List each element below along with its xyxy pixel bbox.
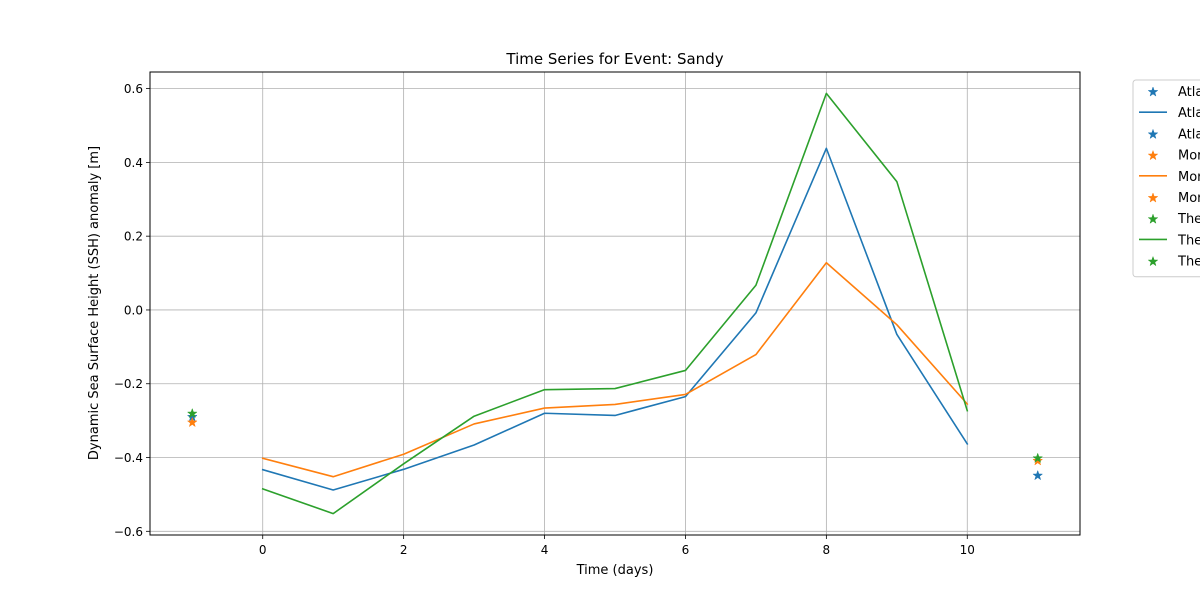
legend-star-swatch	[1147, 213, 1159, 224]
legend-star-swatch	[1147, 255, 1159, 267]
legend-box	[1132, 79, 1200, 278]
x-axis-label: Time (days)	[576, 563, 654, 578]
series-line-1	[261, 261, 969, 478]
y-axis-label: Dynamic Sea Surface Height (SSH) anomaly…	[87, 146, 102, 460]
legend-label: Mor	[1178, 191, 1200, 206]
legend-label: Atla	[1178, 127, 1200, 142]
x-tick-label: 6	[682, 543, 690, 557]
legend-star-swatch	[1147, 149, 1159, 161]
x-tick-label: 10	[960, 543, 975, 557]
x-tick-label: 2	[400, 543, 408, 557]
y-tick-label: 0.0	[124, 303, 143, 317]
series-start-star-marker-1	[186, 416, 198, 428]
series-end-star-marker-2	[1032, 452, 1044, 463]
chart-title: Time Series for Event: Sandy	[505, 50, 723, 68]
y-tick-label: −0.2	[114, 377, 143, 391]
y-tick-label: 0.2	[124, 230, 143, 244]
legend-label: The	[1177, 212, 1200, 227]
series-start-star-marker-2	[186, 407, 198, 419]
legend-label: The	[1177, 255, 1200, 270]
grid-lines	[150, 72, 1080, 535]
x-tick-label: 8	[823, 543, 831, 557]
y-tick-label: −0.4	[114, 451, 143, 465]
legend-label: Atla	[1178, 85, 1200, 100]
y-tick-label: 0.4	[124, 156, 143, 170]
series-line-2	[261, 92, 969, 515]
plot-series	[186, 92, 1044, 515]
axes-frame	[149, 71, 1081, 536]
legend-star-swatch	[1147, 192, 1159, 203]
legend-label: Mor	[1178, 170, 1200, 185]
x-tick-label: 4	[541, 543, 549, 557]
legend-label: Atla	[1178, 106, 1200, 121]
y-tick-label: −0.6	[114, 525, 143, 539]
series-end-star-marker-0	[1032, 469, 1044, 481]
legend-label: Mor	[1178, 149, 1200, 164]
legend-label: The	[1177, 233, 1200, 248]
x-tick-label: 0	[259, 543, 267, 557]
legend-star-swatch	[1147, 128, 1159, 140]
y-tick-label: 0.6	[124, 82, 143, 96]
legend-star-swatch	[1147, 86, 1159, 97]
legend: Atla Atla Atla Mor Mor Mor The The The	[1132, 79, 1200, 278]
series-line-0	[261, 147, 969, 491]
axis-ticks: 0 2 4 6 8 10 −0.6 −0.4 −0.2 0.0 0.2 0.4 0.6	[114, 82, 975, 557]
